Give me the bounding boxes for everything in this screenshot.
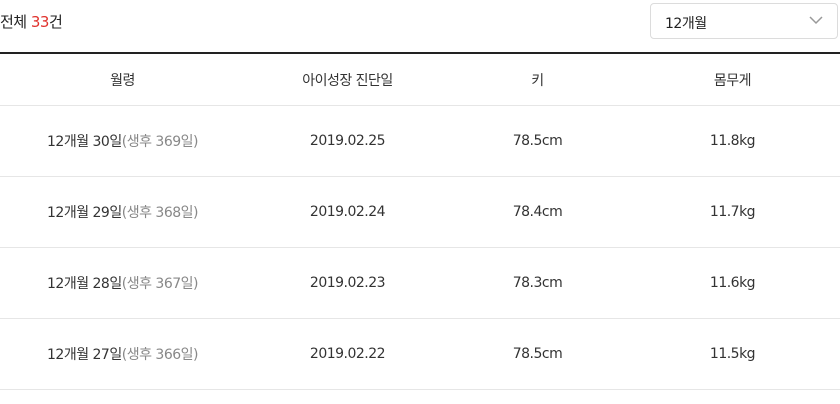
- age-cell: 12개월 28일(생후 367일): [0, 247, 245, 319]
- table-header-row: 월령 아이성장 진단일 키 몸무게: [0, 54, 840, 106]
- date-cell: 2019.02.23: [245, 247, 450, 319]
- header-weight: 몸무게: [625, 54, 840, 106]
- weight-cell: 11.5kg: [625, 318, 840, 390]
- header-diagnosis-date: 아이성장 진단일: [245, 54, 450, 106]
- age-value: 12개월 30일: [47, 134, 122, 150]
- growth-record-table: 월령 아이성장 진단일 키 몸무게 12개월 30일(생후 369일) 2019…: [0, 54, 840, 390]
- total-count: 전체 33건: [0, 11, 63, 32]
- weight-cell: 11.7kg: [625, 176, 840, 248]
- weight-cell: 11.6kg: [625, 247, 840, 319]
- age-days: (생후 368일): [121, 205, 199, 221]
- date-cell: 2019.02.25: [245, 105, 450, 177]
- age-cell: 12개월 27일(생후 366일): [0, 318, 245, 390]
- age-days: (생후 369일): [121, 134, 199, 150]
- age-value: 12개월 27일: [47, 347, 122, 363]
- toolbar: 전체 33건 12개월: [0, 0, 840, 54]
- month-filter-select[interactable]: 12개월: [650, 3, 838, 39]
- age-days: (생후 366일): [121, 347, 199, 363]
- date-cell: 2019.02.24: [245, 176, 450, 248]
- header-height: 키: [450, 54, 625, 106]
- height-cell: 78.4cm: [450, 176, 625, 248]
- height-cell: 78.5cm: [450, 318, 625, 390]
- age-days: (생후 367일): [121, 276, 199, 292]
- total-suffix: 건: [48, 13, 63, 31]
- age-value: 12개월 29일: [47, 205, 122, 221]
- header-age: 월령: [0, 54, 245, 106]
- height-cell: 78.5cm: [450, 105, 625, 177]
- table-row: 12개월 29일(생후 368일) 2019.02.24 78.4cm 11.7…: [0, 176, 840, 248]
- table-row: 12개월 28일(생후 367일) 2019.02.23 78.3cm 11.6…: [0, 247, 840, 319]
- date-cell: 2019.02.22: [245, 318, 450, 390]
- chevron-down-icon: [809, 16, 823, 25]
- weight-cell: 11.8kg: [625, 105, 840, 177]
- total-prefix: 전체: [0, 13, 31, 31]
- table-row: 12개월 30일(생후 369일) 2019.02.25 78.5cm 11.8…: [0, 105, 840, 177]
- age-cell: 12개월 29일(생후 368일): [0, 176, 245, 248]
- total-count-value: 33: [30, 13, 50, 31]
- table-row: 12개월 27일(생후 366일) 2019.02.22 78.5cm 11.5…: [0, 318, 840, 390]
- age-cell: 12개월 30일(생후 369일): [0, 105, 245, 177]
- month-filter-value: 12개월: [665, 16, 707, 32]
- height-cell: 78.3cm: [450, 247, 625, 319]
- age-value: 12개월 28일: [47, 276, 122, 292]
